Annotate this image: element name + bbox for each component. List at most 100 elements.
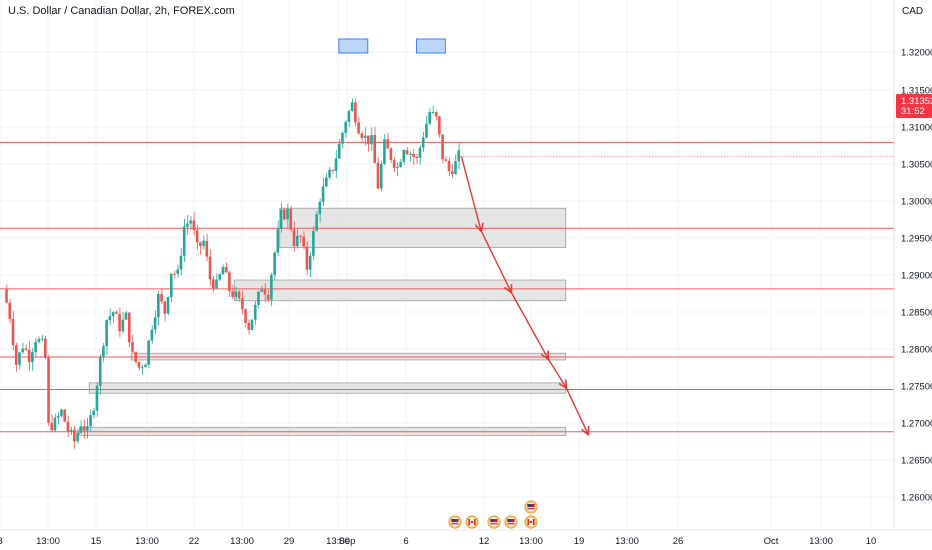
candle-body — [425, 123, 428, 138]
us-event-flag-icon[interactable] — [524, 500, 538, 514]
last-price-badge: 1.31352 31:52 — [896, 94, 932, 118]
candle-body — [66, 421, 70, 432]
projection-arrow — [547, 358, 566, 387]
chart-title: U.S. Dollar / Canadian Dollar, 2h, FOREX… — [8, 5, 235, 17]
candle-body — [50, 422, 54, 431]
candle-body — [283, 209, 286, 220]
currency-label: CAD — [902, 6, 923, 17]
candle-body — [60, 409, 63, 416]
candle-body — [102, 346, 105, 357]
candle-body — [63, 409, 66, 422]
price-tick-label: 1.31000 — [901, 123, 932, 134]
time-tick-label: 15 — [91, 536, 102, 547]
time-tick-label: 29 — [284, 536, 295, 547]
supply-demand-zone — [88, 382, 567, 394]
candle-body — [428, 112, 431, 124]
time-tick-label: 13:00 — [326, 536, 350, 547]
price-axis[interactable]: 1.32000 1.31500 1.31000 1.30500 1.30000 1.295… — [893, 0, 932, 530]
candle-body — [328, 169, 331, 178]
candle-body — [173, 273, 176, 275]
candle-body — [350, 102, 354, 112]
candle-body — [402, 150, 406, 162]
candle-body — [418, 147, 422, 158]
candle-body — [347, 111, 351, 122]
candle-body — [263, 289, 267, 295]
candle-body — [366, 135, 370, 145]
candle-body — [441, 134, 444, 160]
candle-body — [444, 159, 448, 161]
top-marker — [338, 38, 369, 54]
projection-arrow — [510, 291, 548, 359]
candle-body — [370, 135, 373, 145]
price-badge-bg — [896, 94, 932, 118]
candle-body — [118, 313, 121, 332]
price-tick-label: 1.30000 — [901, 197, 932, 208]
candle-body — [312, 230, 315, 256]
candle-body — [405, 150, 409, 155]
candle-body — [228, 272, 231, 292]
candle-body — [241, 298, 244, 310]
candle-body — [392, 159, 396, 168]
candle-body — [43, 338, 47, 358]
price-tick-label: 1.27000 — [901, 419, 932, 430]
bar-countdown-label: 31:52 — [901, 106, 925, 117]
time-tick-label: 13:00 — [615, 536, 639, 547]
candle-body — [208, 256, 212, 280]
candle-body — [344, 121, 347, 133]
time-axis[interactable]: 813:001513:002213:002913:00Sep61213:0019… — [0, 529, 932, 547]
candle-body — [47, 357, 50, 423]
candle-body — [337, 143, 341, 159]
candle-body — [92, 410, 96, 416]
candle-body — [260, 289, 263, 292]
candle-body — [76, 432, 79, 442]
projection-path — [460, 156, 588, 434]
time-tick-label: 10 — [866, 536, 877, 547]
candle-body — [21, 348, 24, 353]
candle-body — [253, 304, 257, 320]
candle-body — [160, 293, 163, 302]
candle-body — [318, 201, 322, 215]
candle-body — [111, 312, 115, 317]
candle-body — [389, 148, 393, 160]
candle-body — [40, 338, 44, 340]
candle-body — [34, 341, 37, 353]
time-tick-label: 13:00 — [135, 536, 159, 547]
candle-body — [189, 220, 192, 224]
candle-body — [5, 289, 8, 303]
projection-arrow — [480, 230, 511, 291]
price-tick-label: 1.28000 — [901, 345, 932, 356]
supply-demand-zone — [234, 279, 567, 302]
us-event-flag-icon[interactable] — [487, 515, 501, 529]
us-event-flag-icon[interactable] — [504, 515, 518, 529]
candle-body — [315, 214, 318, 231]
candle-body — [182, 226, 186, 256]
candle-body — [157, 293, 160, 318]
candle-body — [127, 312, 131, 343]
candle-body — [415, 156, 419, 158]
candle-body — [37, 339, 41, 342]
candle-body — [108, 316, 112, 321]
candle-body — [438, 116, 441, 135]
candle-body — [95, 385, 99, 411]
time-tick-label: 13:00 — [36, 536, 60, 547]
candle-body — [457, 150, 461, 162]
candle-body — [357, 122, 360, 134]
candles — [5, 98, 461, 449]
candle-body — [124, 312, 128, 320]
ca-event-flag-icon[interactable] — [524, 515, 538, 529]
candle-body — [412, 153, 415, 157]
time-tick-label: 8 — [0, 536, 3, 547]
ca-event-flag-icon[interactable] — [465, 515, 479, 529]
candle-body — [231, 291, 234, 297]
top-marker — [415, 38, 446, 54]
candle-body — [69, 429, 73, 432]
candle-body — [134, 351, 138, 362]
price-tick-label: 1.32000 — [901, 48, 932, 59]
us-event-flag-icon[interactable] — [448, 515, 462, 529]
candle-body — [250, 319, 254, 330]
candle-body — [79, 426, 83, 433]
candle-body — [169, 273, 173, 298]
candle-body — [431, 111, 435, 113]
